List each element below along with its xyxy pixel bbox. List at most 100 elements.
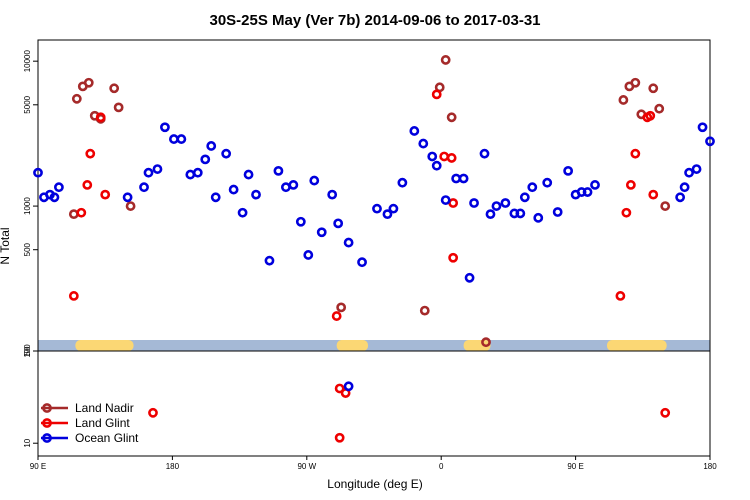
ocean-glint-point bbox=[237, 207, 248, 218]
ocean-glint-point bbox=[431, 160, 442, 171]
land-glint-point bbox=[100, 189, 111, 200]
ocean-glint-point bbox=[691, 164, 702, 174]
y-tick-label: 10000 bbox=[23, 50, 32, 73]
ocean-glint-point bbox=[427, 151, 438, 162]
ocean-glint-point bbox=[243, 169, 254, 180]
ocean-glint-point bbox=[469, 198, 479, 208]
land-glint-point bbox=[446, 153, 457, 163]
ocean-glint-point bbox=[388, 203, 399, 214]
ocean-glint-point bbox=[527, 182, 538, 193]
data-points bbox=[33, 55, 715, 443]
land-nadir-point bbox=[83, 77, 94, 88]
ocean-glint-point bbox=[251, 189, 261, 200]
ocean-glint-point bbox=[210, 192, 221, 203]
ocean-glint-point bbox=[343, 237, 354, 248]
ocean-glint-point bbox=[206, 141, 217, 151]
upper-panel: 100 500 1000 5000 10000 bbox=[23, 39, 711, 358]
ocean-glint-point bbox=[168, 134, 179, 144]
land-glint-legend-label: Land Glint bbox=[75, 416, 130, 430]
land-glint-point bbox=[615, 291, 626, 301]
lower-panel: 10 50 90 E 180 90 W 0 90 E 180 bbox=[23, 346, 717, 471]
ocean-glint-point bbox=[705, 136, 715, 147]
ocean-glint-point bbox=[357, 257, 367, 268]
ocean-glint-point bbox=[264, 255, 275, 266]
ocean-glint-point bbox=[49, 192, 60, 203]
ocean-glint-point bbox=[409, 126, 420, 136]
x-tick-label: 180 bbox=[703, 462, 717, 471]
land-nadir-point bbox=[648, 83, 659, 94]
land-segment bbox=[75, 340, 134, 351]
land-nadir-point bbox=[481, 337, 491, 348]
ocean-glint-point bbox=[273, 165, 284, 176]
ocean-glint-point bbox=[679, 182, 690, 193]
land-nadir-point bbox=[618, 95, 629, 105]
ocean-glint-point bbox=[533, 212, 544, 223]
ocean-glint-point bbox=[295, 216, 306, 227]
ocean-glint-point bbox=[309, 175, 320, 186]
ocean-glint-point bbox=[228, 184, 239, 195]
land-glint-point bbox=[82, 180, 93, 190]
ocean-glint-point bbox=[139, 182, 149, 193]
land-glint-point bbox=[645, 110, 656, 121]
ocean-glint-point bbox=[143, 167, 154, 178]
land-glint-point bbox=[625, 180, 636, 190]
ocean-glint-point bbox=[343, 381, 354, 392]
land-glint-point bbox=[448, 198, 459, 208]
x-tick-label: 90 E bbox=[567, 462, 583, 471]
ocean-glint-point bbox=[519, 192, 530, 203]
y-tick-label: 500 bbox=[23, 242, 32, 256]
land-glint-point bbox=[85, 148, 96, 159]
x-tick-label: 90 E bbox=[30, 462, 46, 471]
land-glint-point bbox=[660, 407, 671, 418]
ocean-glint-point bbox=[582, 187, 593, 197]
land-glint-point bbox=[148, 407, 158, 418]
ocean-glint-point bbox=[280, 182, 291, 193]
ocean-glint-point bbox=[303, 250, 314, 260]
lower-plot-frame bbox=[37, 350, 711, 457]
ocean-glint-point bbox=[327, 189, 338, 200]
land-nadir-point bbox=[654, 103, 665, 114]
ocean-glint-point bbox=[200, 154, 211, 165]
ocean-glint-point bbox=[451, 173, 462, 184]
ocean-glint-point bbox=[563, 165, 574, 176]
ocean-glint-point bbox=[684, 167, 694, 178]
ocean-glint-point bbox=[192, 167, 203, 178]
ocean-glint-point bbox=[552, 207, 563, 217]
ocean-glint-point bbox=[333, 218, 344, 229]
ocean-glint-point bbox=[697, 122, 708, 133]
ocean-glint-point bbox=[590, 180, 600, 190]
ocean-glint-point bbox=[160, 122, 170, 133]
land-segment bbox=[336, 340, 369, 351]
land-glint-point bbox=[334, 383, 345, 394]
land-nadir-point bbox=[440, 55, 451, 65]
land-glint-point bbox=[95, 112, 106, 123]
ocean-glint-point bbox=[491, 201, 502, 211]
land-glint-point bbox=[334, 432, 345, 443]
land-nadir-point bbox=[660, 201, 671, 211]
land-nadir-legend-marker bbox=[42, 403, 52, 413]
ocean-glint-point bbox=[221, 148, 232, 159]
land-nadir-point bbox=[446, 112, 457, 123]
ocean-glint-point bbox=[372, 203, 382, 214]
ocean-band bbox=[38, 340, 710, 351]
land-glint-point bbox=[331, 311, 342, 321]
land-nadir-point bbox=[125, 201, 136, 211]
land-glint-point bbox=[448, 252, 459, 263]
land-glint-point bbox=[630, 148, 641, 159]
x-tick-label: 90 W bbox=[297, 462, 316, 471]
y-tick-label: 5000 bbox=[23, 95, 32, 113]
land-glint-point bbox=[431, 89, 442, 100]
y-tick-label: 10 bbox=[23, 438, 32, 447]
ocean-glint-point bbox=[316, 227, 327, 238]
x-axis-label: Longitude (deg E) bbox=[327, 477, 422, 491]
land-nadir-point bbox=[71, 93, 82, 104]
x-tick-label: 180 bbox=[166, 462, 180, 471]
ocean-glint-legend-marker bbox=[42, 433, 52, 443]
ocean-glint-point bbox=[288, 180, 299, 190]
ocean-glint-point bbox=[397, 177, 408, 188]
ocean-glint-point bbox=[479, 148, 490, 159]
ocean-glint-point bbox=[152, 164, 163, 174]
chart-title: 30S-25S May (Ver 7b) 2014-09-06 to 2017-… bbox=[209, 12, 540, 29]
